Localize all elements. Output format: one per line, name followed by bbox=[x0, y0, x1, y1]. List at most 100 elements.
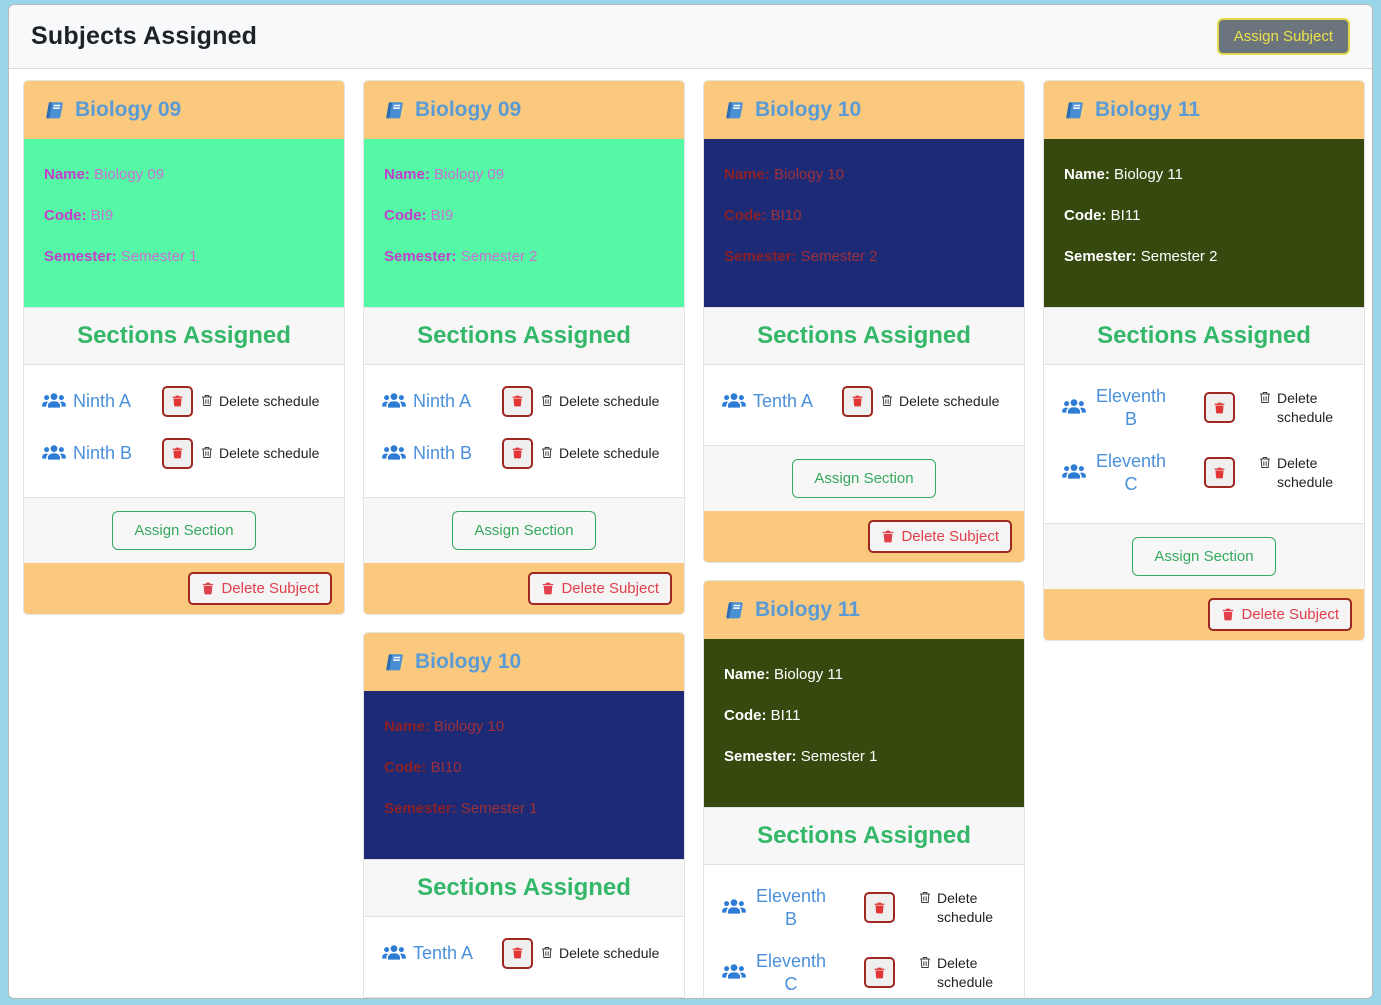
subject-card-title: Biology 11 bbox=[1095, 98, 1201, 121]
subject-name-line: Name: Biology 09 bbox=[44, 166, 324, 183]
delete-subject-button[interactable]: Delete Subject bbox=[528, 572, 672, 605]
trash-icon bbox=[203, 582, 214, 595]
trash-icon bbox=[883, 530, 894, 543]
delete-schedule-label: Delete schedule bbox=[219, 444, 320, 461]
assign-section-button[interactable]: Assign Section bbox=[1132, 537, 1276, 576]
section-row: Tenth A Delete schedule bbox=[722, 375, 1006, 427]
delete-schedule-link[interactable]: Delete schedule bbox=[1258, 389, 1346, 427]
trash-icon bbox=[512, 447, 523, 459]
section-link[interactable]: Ninth A bbox=[382, 390, 496, 413]
section-link[interactable]: Eleventh B bbox=[722, 885, 841, 930]
delete-subject-button[interactable]: Delete Subject bbox=[188, 572, 332, 605]
delete-subject-button[interactable]: Delete Subject bbox=[1208, 598, 1352, 631]
subject-semester-line: Semester: Semester 1 bbox=[724, 748, 1004, 765]
section-link[interactable]: Ninth B bbox=[42, 442, 156, 465]
delete-schedule-link[interactable]: Delete schedule bbox=[540, 444, 666, 463]
book-icon bbox=[726, 101, 743, 118]
delete-schedule-label: Delete schedule bbox=[937, 954, 994, 990]
delete-section-button[interactable] bbox=[864, 892, 896, 923]
delete-subject-footer: Delete Subject bbox=[704, 511, 1024, 562]
assign-section-footer: Assign Section bbox=[364, 497, 684, 563]
subject-card-body: Name: Biology 09 Code: BI9 Semester: Sem… bbox=[24, 139, 344, 307]
delete-subject-footer: Delete Subject bbox=[24, 563, 344, 614]
delete-schedule-link[interactable]: Delete schedule bbox=[540, 392, 666, 411]
section-trash-slot bbox=[496, 437, 540, 469]
section-link[interactable]: Tenth A bbox=[382, 942, 496, 965]
subject-name-line: Name: Biology 10 bbox=[724, 166, 1004, 183]
trash-icon bbox=[543, 582, 554, 595]
subject-semester-line: Semester: Semester 2 bbox=[1064, 248, 1344, 265]
sections-assigned-heading: Sections Assigned bbox=[364, 859, 684, 917]
delete-section-button[interactable] bbox=[502, 385, 534, 417]
users-icon bbox=[722, 392, 746, 408]
semester-value: Semester 1 bbox=[460, 800, 538, 817]
delete-section-button[interactable] bbox=[1204, 392, 1236, 423]
subject-card: Biology 11 Name: Biology 11 Code: BI11 S… bbox=[703, 580, 1025, 998]
delete-section-button[interactable] bbox=[502, 437, 534, 469]
delete-section-button[interactable] bbox=[1204, 457, 1236, 488]
delete-section-button[interactable] bbox=[864, 957, 896, 988]
subject-card-body: Name: Biology 10 Code: BI10 Semester: Se… bbox=[364, 691, 684, 859]
assign-section-button[interactable]: Assign Section bbox=[792, 459, 936, 498]
trash-icon bbox=[172, 447, 183, 459]
trash-icon bbox=[1223, 608, 1234, 621]
name-label: Name: bbox=[384, 166, 430, 183]
name-value: Biology 09 bbox=[94, 166, 165, 183]
section-link[interactable]: Eleventh B bbox=[1062, 385, 1181, 430]
assign-section-footer: Assign Section bbox=[704, 445, 1024, 511]
assign-subject-button[interactable]: Assign Subject bbox=[1216, 18, 1350, 55]
section-trash-slot bbox=[841, 957, 918, 988]
section-name: Tenth A bbox=[753, 390, 814, 411]
delete-schedule-link[interactable]: Delete schedule bbox=[200, 392, 326, 411]
delete-schedule-link[interactable]: Delete schedule bbox=[880, 392, 1006, 411]
trash-icon bbox=[172, 395, 183, 407]
subject-card-title: Biology 09 bbox=[75, 98, 182, 121]
name-label: Name: bbox=[384, 718, 430, 735]
section-link[interactable]: Eleventh C bbox=[1062, 450, 1181, 495]
subject-card-title: Biology 09 bbox=[415, 98, 522, 121]
assign-section-button[interactable]: Assign Section bbox=[452, 511, 596, 550]
section-row: Ninth A Delete schedule bbox=[42, 375, 326, 427]
name-value: Biology 10 bbox=[434, 718, 505, 735]
page-header: Subjects Assigned Assign Subject bbox=[9, 5, 1372, 69]
card-grid: Biology 09 Name: Biology 09 Code: BI9 Se… bbox=[9, 69, 1372, 998]
code-label: Code: bbox=[44, 207, 87, 224]
assign-section-footer: Assign Section bbox=[24, 497, 344, 563]
delete-subject-button[interactable]: Delete Subject bbox=[868, 520, 1012, 553]
delete-schedule-label: Delete schedule bbox=[1277, 389, 1334, 425]
delete-section-button[interactable] bbox=[502, 937, 534, 969]
section-link[interactable]: Eleventh C bbox=[722, 950, 841, 995]
delete-schedule-link[interactable]: Delete schedule bbox=[918, 954, 1006, 992]
section-link[interactable]: Tenth A bbox=[722, 390, 836, 413]
code-value: BI11 bbox=[1110, 207, 1141, 224]
semester-value: Semester 2 bbox=[1140, 248, 1218, 265]
trash-outline-icon bbox=[202, 446, 212, 458]
sections-list: Ninth A Delete schedule bbox=[24, 365, 344, 497]
name-value: Biology 09 bbox=[434, 166, 505, 183]
delete-schedule-link[interactable]: Delete schedule bbox=[540, 944, 666, 963]
delete-section-button[interactable] bbox=[162, 385, 194, 417]
semester-label: Semester: bbox=[724, 748, 797, 765]
subject-code-line: Code: BI9 bbox=[44, 207, 324, 224]
code-label: Code: bbox=[724, 707, 767, 724]
section-link[interactable]: Ninth B bbox=[382, 442, 496, 465]
section-name: Eleventh B bbox=[755, 886, 827, 929]
subject-semester-line: Semester: Semester 2 bbox=[384, 248, 664, 265]
assign-section-button[interactable]: Assign Section bbox=[112, 511, 256, 550]
trash-outline-icon bbox=[882, 394, 892, 406]
name-value: Biology 11 bbox=[1114, 166, 1183, 183]
delete-section-button[interactable] bbox=[162, 437, 194, 469]
delete-schedule-label: Delete schedule bbox=[937, 889, 994, 925]
delete-schedule-link[interactable]: Delete schedule bbox=[200, 444, 326, 463]
section-link[interactable]: Ninth A bbox=[42, 390, 156, 413]
card-column-3: Biology 10 Name: Biology 10 Code: BI10 S… bbox=[703, 80, 1025, 998]
trash-icon bbox=[512, 947, 523, 959]
delete-schedule-link[interactable]: Delete schedule bbox=[1258, 454, 1346, 492]
code-label: Code: bbox=[1064, 207, 1107, 224]
delete-section-button[interactable] bbox=[842, 385, 874, 417]
delete-schedule-link[interactable]: Delete schedule bbox=[918, 889, 1006, 927]
name-value: Biology 10 bbox=[774, 166, 845, 183]
section-trash-slot bbox=[1181, 457, 1258, 488]
trash-outline-icon bbox=[542, 946, 552, 958]
subject-card-header: Biology 09 bbox=[364, 81, 684, 139]
